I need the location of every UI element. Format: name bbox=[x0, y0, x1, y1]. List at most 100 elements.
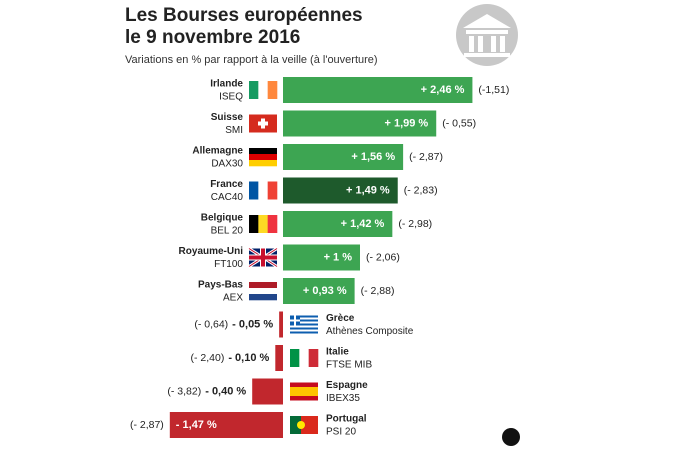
flag-part bbox=[249, 282, 277, 289]
flag-part bbox=[249, 160, 277, 167]
chart-title: Les Bourses européennes bbox=[125, 5, 363, 26]
flag bbox=[290, 416, 318, 434]
flag-part bbox=[249, 288, 277, 295]
flag-part bbox=[290, 331, 318, 334]
flag bbox=[249, 215, 278, 233]
previous-label: (- 2,98) bbox=[398, 218, 432, 230]
flag-part bbox=[290, 319, 300, 322]
previous-label: (- 2,40) bbox=[190, 352, 224, 364]
index-label: CAC40 bbox=[211, 192, 244, 203]
index-label: PSI 20 bbox=[326, 427, 356, 438]
value-label: - 0,40 % bbox=[205, 385, 246, 397]
value-label: - 0,05 % bbox=[232, 318, 273, 330]
logo bbox=[502, 428, 520, 446]
flag bbox=[290, 315, 318, 334]
flag-part bbox=[267, 215, 278, 233]
flag-part bbox=[299, 349, 309, 367]
country-label: Royaume-Uni bbox=[179, 246, 244, 257]
flag bbox=[290, 349, 319, 367]
flag-part bbox=[267, 181, 278, 200]
bar bbox=[283, 144, 404, 170]
index-label: ISEQ bbox=[219, 92, 243, 103]
flag-part bbox=[290, 327, 318, 330]
flag-part bbox=[249, 215, 259, 233]
index-label: FT100 bbox=[214, 259, 243, 270]
previous-label: (- 0,64) bbox=[194, 318, 228, 330]
country-label: Suisse bbox=[211, 112, 244, 123]
bar bbox=[283, 77, 473, 103]
flag-part bbox=[249, 294, 277, 301]
flag bbox=[249, 81, 278, 99]
bar bbox=[283, 244, 360, 271]
flag-part bbox=[290, 323, 318, 326]
country-label: Grèce bbox=[326, 313, 355, 324]
value-label: + 2,46 % bbox=[421, 84, 465, 96]
value-label: + 1,56 % bbox=[351, 151, 395, 163]
value-label: + 0,93 % bbox=[303, 285, 347, 297]
country-label: Pays-Bas bbox=[198, 280, 243, 291]
flag bbox=[248, 247, 278, 268]
index-label: AEX bbox=[223, 293, 243, 304]
previous-label: (- 2,83) bbox=[404, 184, 438, 196]
country-label: Belgique bbox=[201, 213, 244, 224]
flag bbox=[249, 114, 277, 133]
previous-label: (- 2,87) bbox=[130, 419, 164, 431]
bar bbox=[252, 378, 283, 405]
flag-part bbox=[267, 81, 278, 99]
flag-part bbox=[258, 121, 268, 126]
flag bbox=[249, 282, 277, 301]
bar bbox=[283, 278, 355, 304]
country-label: France bbox=[210, 179, 243, 190]
flag bbox=[249, 148, 277, 167]
value-label: - 1,47 % bbox=[176, 419, 217, 431]
index-label: IBEX35 bbox=[326, 393, 360, 404]
flag-part bbox=[290, 321, 318, 324]
flag-part bbox=[258, 81, 268, 99]
country-label: Portugal bbox=[326, 414, 367, 425]
flag-part bbox=[297, 421, 305, 429]
value-label: + 1 % bbox=[324, 251, 353, 263]
country-label: Irlande bbox=[210, 79, 243, 90]
bank-icon bbox=[456, 4, 518, 66]
value-label: - 0,10 % bbox=[228, 352, 269, 364]
value-label: + 1,42 % bbox=[341, 218, 385, 230]
flag-part bbox=[249, 154, 277, 161]
country-label: Espagne bbox=[326, 380, 368, 391]
flag bbox=[290, 382, 318, 401]
previous-label: (- 2,87) bbox=[409, 151, 443, 163]
flag-part bbox=[290, 319, 318, 322]
chart-title: le 9 novembre 2016 bbox=[125, 27, 300, 48]
flag-part bbox=[290, 317, 318, 320]
flag bbox=[249, 181, 278, 200]
flag-part bbox=[290, 416, 301, 434]
flag-part bbox=[308, 349, 319, 367]
previous-label: (-1,51) bbox=[478, 84, 509, 96]
index-label: BEL 20 bbox=[211, 226, 244, 237]
flag-part bbox=[290, 315, 318, 318]
flag-part bbox=[290, 387, 318, 396]
flag-part bbox=[249, 148, 277, 155]
value-label: + 1,49 % bbox=[346, 184, 390, 196]
previous-label: (- 0,55) bbox=[442, 117, 476, 129]
bar bbox=[283, 177, 398, 204]
bar bbox=[283, 211, 393, 237]
flag-part bbox=[290, 349, 300, 367]
flag-part bbox=[258, 215, 268, 233]
bar bbox=[283, 110, 437, 137]
country-label: Italie bbox=[326, 347, 349, 358]
previous-label: (- 2,88) bbox=[361, 285, 395, 297]
flag-part bbox=[290, 329, 318, 332]
bar bbox=[279, 311, 283, 338]
flag-part bbox=[249, 81, 259, 99]
previous-label: (- 3,82) bbox=[167, 385, 201, 397]
country-label: Allemagne bbox=[192, 146, 243, 157]
flag-part bbox=[290, 325, 318, 328]
flag-part bbox=[249, 255, 277, 260]
flag-part bbox=[249, 181, 259, 200]
index-label: FTSE MIB bbox=[326, 360, 372, 371]
index-label: DAX30 bbox=[211, 159, 243, 170]
flag-part bbox=[258, 181, 268, 200]
index-label: Athènes Composite bbox=[326, 326, 414, 337]
index-label: SMI bbox=[225, 125, 243, 136]
